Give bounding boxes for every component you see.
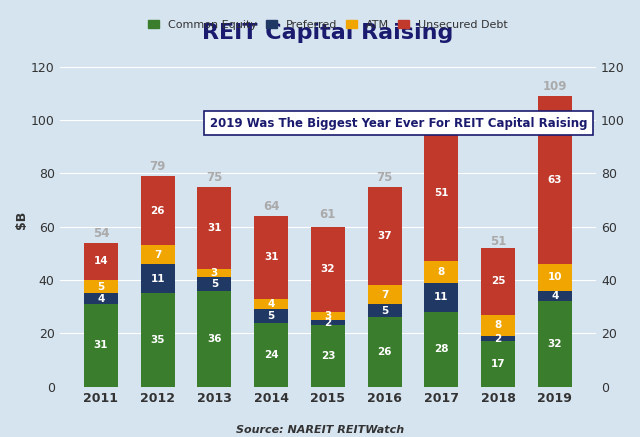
Text: 37: 37 (378, 231, 392, 241)
Text: 17: 17 (491, 359, 506, 369)
Text: 51: 51 (434, 188, 449, 198)
Text: 11: 11 (434, 292, 449, 302)
Text: 64: 64 (263, 200, 280, 213)
Text: 4: 4 (551, 291, 559, 301)
Text: 2: 2 (495, 333, 502, 343)
Text: 54: 54 (93, 227, 109, 240)
Text: 61: 61 (320, 208, 336, 221)
Bar (481, 336, 515, 341)
Y-axis label: $B: $B (15, 211, 28, 229)
Text: 5: 5 (381, 305, 388, 316)
Text: 7: 7 (381, 290, 388, 300)
Text: 4: 4 (268, 299, 275, 309)
Bar (197, 277, 232, 291)
Text: 2019 Was The Biggest Year Ever For REIT Capital Raising: 2019 Was The Biggest Year Ever For REIT … (210, 117, 588, 129)
Bar (141, 293, 175, 387)
Bar (367, 304, 402, 317)
Text: 75: 75 (376, 171, 393, 184)
Text: 32: 32 (321, 264, 335, 274)
Text: 8: 8 (495, 320, 502, 330)
Bar (538, 291, 572, 301)
Bar (367, 187, 402, 285)
Bar (84, 280, 118, 293)
Bar (254, 309, 288, 323)
Bar (254, 298, 288, 309)
Bar (141, 245, 175, 264)
Text: 51: 51 (490, 235, 506, 248)
Bar (84, 293, 118, 304)
Bar (481, 315, 515, 336)
Text: 26: 26 (150, 205, 165, 215)
Bar (197, 269, 232, 277)
Text: 31: 31 (207, 223, 221, 233)
Bar (311, 325, 345, 387)
Title: REIT Capital Raising: REIT Capital Raising (202, 23, 454, 43)
Text: 23: 23 (321, 351, 335, 361)
Bar (254, 216, 288, 298)
Text: Source: NAREIT REITWatch: Source: NAREIT REITWatch (236, 425, 404, 435)
Text: 11: 11 (150, 274, 165, 284)
Text: 36: 36 (207, 333, 221, 343)
Bar (311, 312, 345, 320)
Text: 109: 109 (543, 80, 567, 93)
Text: 5: 5 (97, 281, 104, 291)
Text: 79: 79 (150, 160, 166, 173)
Bar (311, 227, 345, 312)
Bar (311, 320, 345, 325)
Bar (424, 125, 458, 261)
Text: 5: 5 (268, 311, 275, 321)
Bar (538, 264, 572, 291)
Text: 28: 28 (434, 344, 449, 354)
Text: 24: 24 (264, 350, 278, 360)
Bar (254, 323, 288, 387)
Bar (84, 304, 118, 387)
Text: 35: 35 (150, 335, 165, 345)
Text: 14: 14 (93, 256, 108, 266)
Bar (367, 317, 402, 387)
Bar (84, 243, 118, 280)
Bar (141, 264, 175, 293)
Bar (538, 96, 572, 264)
Bar (424, 283, 458, 312)
Text: 75: 75 (206, 171, 223, 184)
Text: 2: 2 (324, 318, 332, 328)
Text: 8: 8 (438, 267, 445, 277)
Bar (481, 248, 515, 315)
Bar (141, 176, 175, 245)
Text: 63: 63 (548, 175, 562, 185)
Bar (538, 301, 572, 387)
Legend: Common Equity, Preferred, ATM, Unsecured Debt: Common Equity, Preferred, ATM, Unsecured… (143, 15, 512, 35)
Text: 97: 97 (433, 112, 449, 125)
Text: 31: 31 (264, 252, 278, 262)
Bar (481, 341, 515, 387)
Text: 10: 10 (548, 272, 562, 282)
Text: 7: 7 (154, 250, 161, 260)
Bar (367, 285, 402, 304)
Text: 32: 32 (548, 339, 562, 349)
Text: 5: 5 (211, 279, 218, 289)
Text: 26: 26 (378, 347, 392, 357)
Text: 4: 4 (97, 294, 104, 304)
Text: 3: 3 (324, 311, 332, 321)
Text: 31: 31 (93, 340, 108, 350)
Bar (197, 187, 232, 269)
Text: 3: 3 (211, 268, 218, 278)
Bar (424, 261, 458, 283)
Bar (424, 312, 458, 387)
Text: 25: 25 (491, 276, 506, 286)
Bar (197, 291, 232, 387)
